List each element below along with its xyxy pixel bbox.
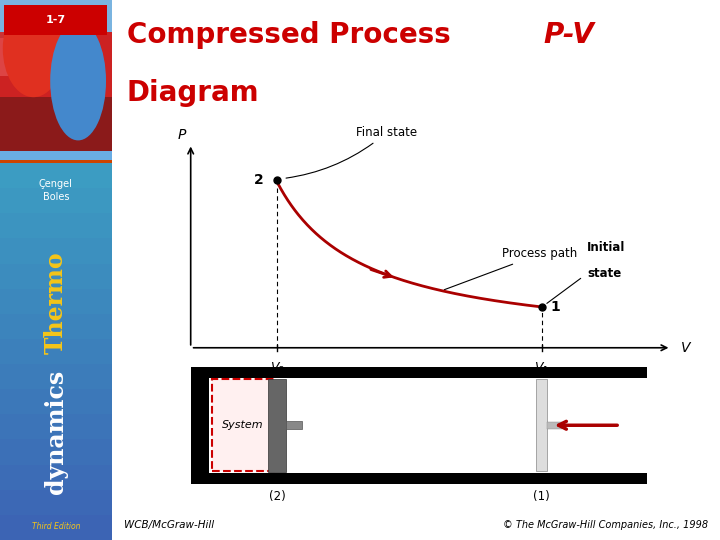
Text: P: P <box>177 128 186 141</box>
Bar <box>0 490 112 515</box>
Bar <box>0 339 112 364</box>
Text: $V_2$: $V_2$ <box>269 361 285 376</box>
Text: Compressed Process: Compressed Process <box>127 21 460 49</box>
Bar <box>0 0 39 38</box>
Text: 2: 2 <box>254 173 264 187</box>
Bar <box>191 472 647 484</box>
Bar <box>209 378 647 472</box>
Bar <box>191 367 647 378</box>
Bar <box>0 515 112 540</box>
Bar <box>547 422 562 429</box>
Bar <box>268 379 287 472</box>
Text: WCB/McGraw-Hill: WCB/McGraw-Hill <box>124 520 214 530</box>
Bar <box>0 289 112 314</box>
Text: state: state <box>588 267 621 280</box>
Bar <box>536 379 547 471</box>
Text: Çengel: Çengel <box>39 179 73 188</box>
Bar <box>0 163 112 188</box>
Bar <box>0 314 112 339</box>
Text: System: System <box>222 420 264 430</box>
Bar <box>212 379 274 471</box>
Text: Final state: Final state <box>286 126 418 178</box>
Bar <box>0 160 112 163</box>
Bar <box>0 414 112 440</box>
Bar <box>0 440 112 464</box>
Text: $V_1$: $V_1$ <box>534 361 549 376</box>
Bar <box>0 0 112 97</box>
Bar <box>0 188 112 213</box>
Bar <box>0 389 112 414</box>
Text: Process path: Process path <box>444 247 577 290</box>
Text: © The McGraw-Hill Companies, Inc., 1998: © The McGraw-Hill Companies, Inc., 1998 <box>503 520 708 530</box>
Bar <box>0 11 56 76</box>
Bar <box>0 239 112 264</box>
Text: (2): (2) <box>269 489 286 503</box>
Text: Third Edition: Third Edition <box>32 522 80 531</box>
Bar <box>0 0 112 32</box>
Text: 1: 1 <box>551 300 560 314</box>
Bar <box>0 464 112 490</box>
Ellipse shape <box>3 0 64 97</box>
Bar <box>0 364 112 389</box>
Text: 1-7: 1-7 <box>46 15 66 25</box>
Bar <box>0 213 112 239</box>
Text: (1): (1) <box>534 489 550 503</box>
Text: Boles: Boles <box>42 192 69 202</box>
Bar <box>0 264 112 289</box>
Text: Initial: Initial <box>588 241 626 254</box>
Text: V: V <box>680 341 690 355</box>
Text: Diagram: Diagram <box>127 79 259 107</box>
Bar <box>287 421 302 429</box>
Bar <box>0 0 112 151</box>
Text: P-V: P-V <box>544 21 595 49</box>
Ellipse shape <box>50 22 106 140</box>
Bar <box>4 5 107 35</box>
Text: dynamics: dynamics <box>44 370 68 494</box>
Text: Thermo: Thermo <box>44 251 68 354</box>
Bar <box>191 367 209 484</box>
